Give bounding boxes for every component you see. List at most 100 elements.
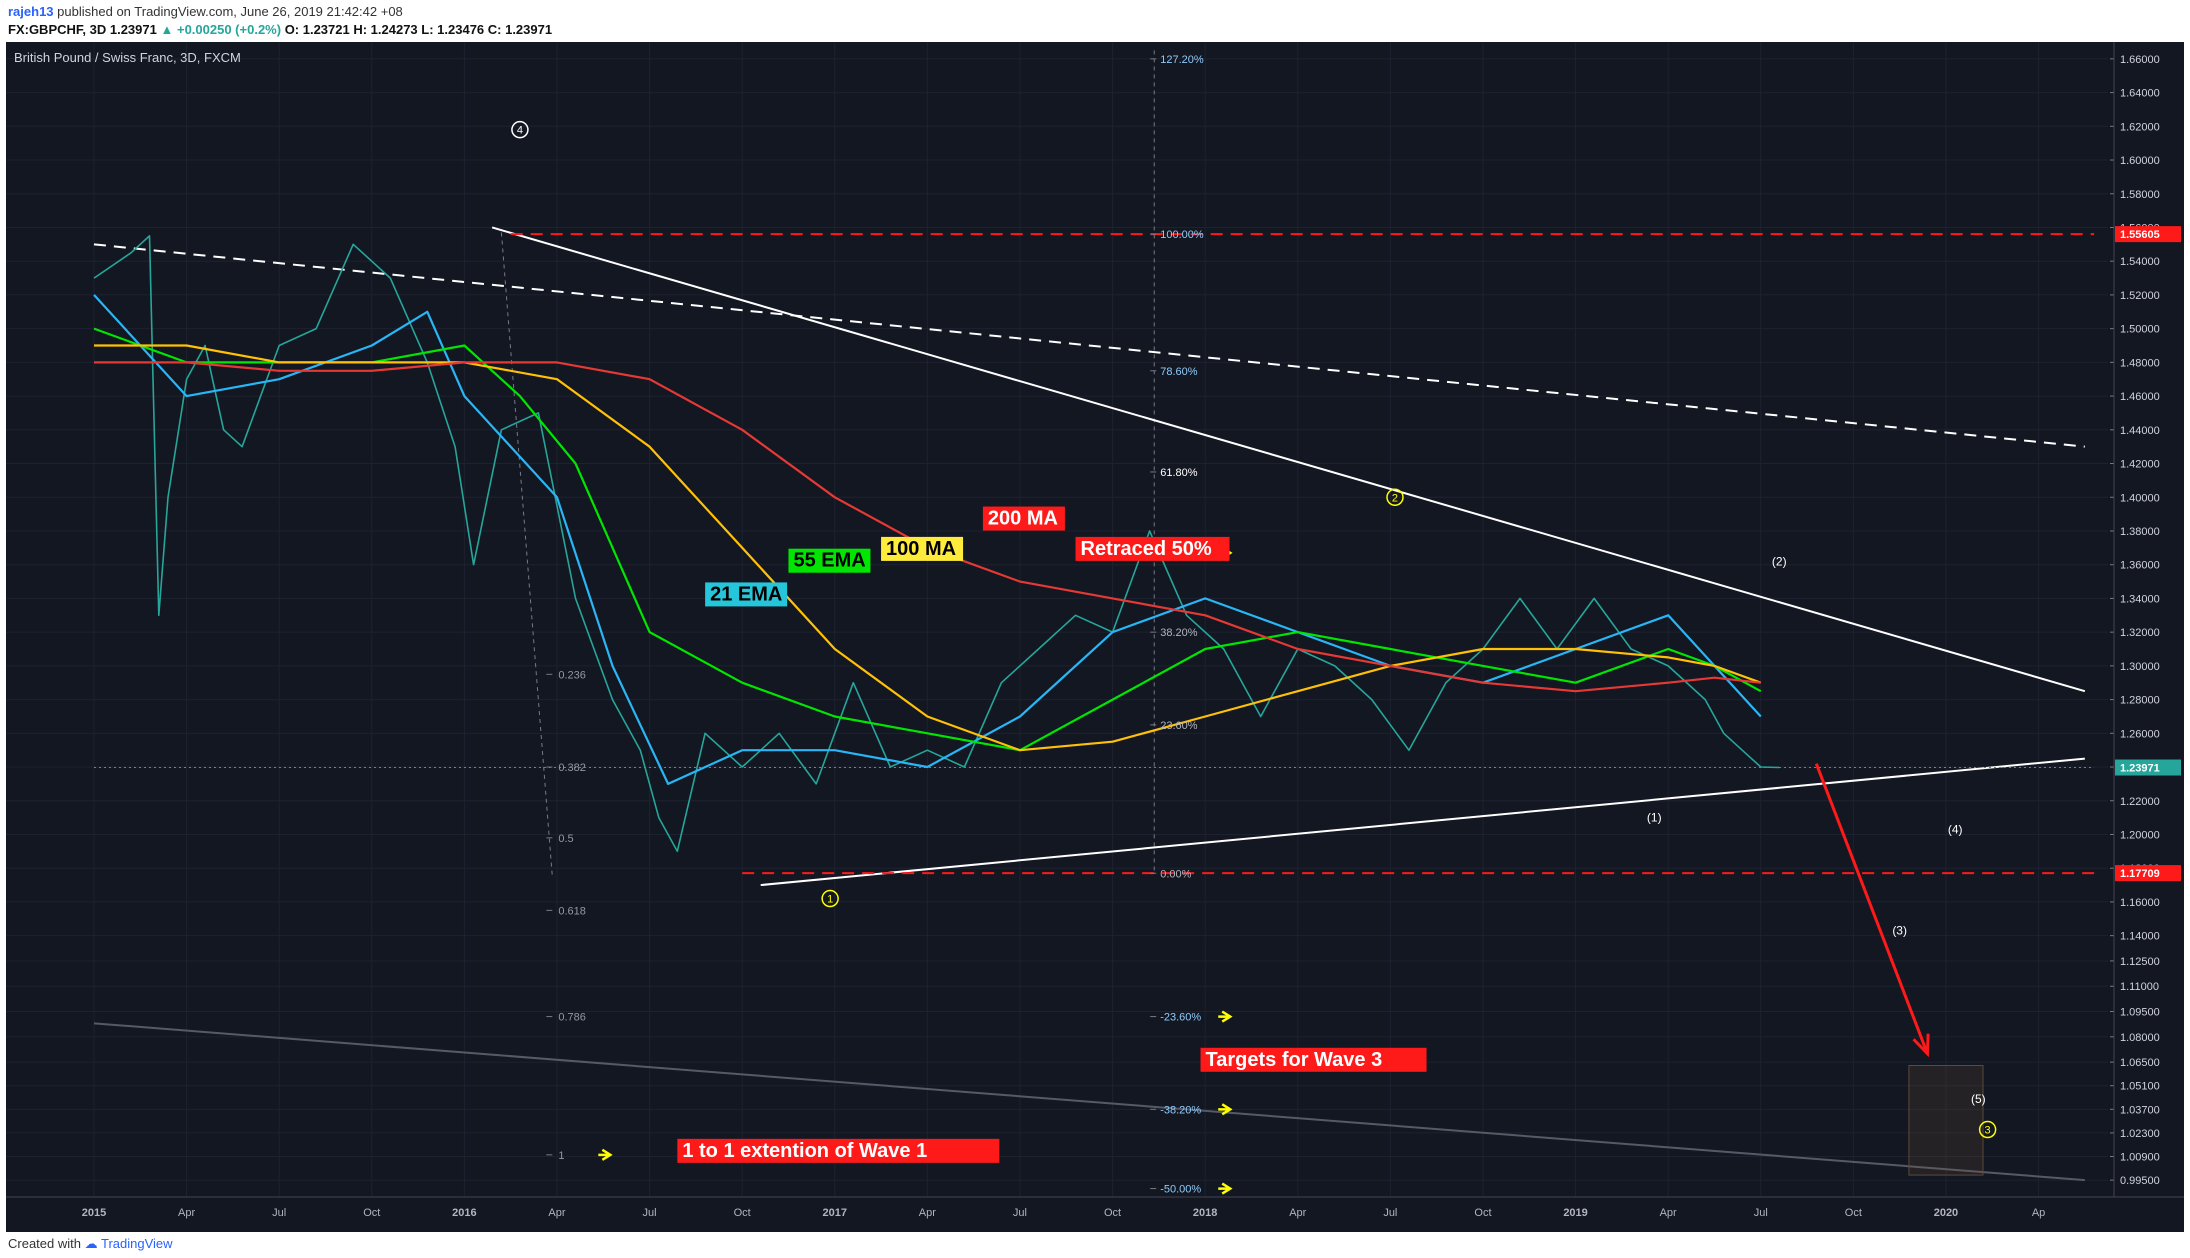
x-tick-label: 2016 [452,1207,476,1219]
y-tick-label: 1.54000 [2120,256,2160,268]
x-tick-label: Ap [2032,1207,2045,1219]
x-tick-label: Apr [178,1207,195,1219]
fib-level-label: 127.20% [1160,54,1204,66]
y-tick-label: 1.52000 [2120,290,2160,302]
y-tick-label: 1.50000 [2120,324,2160,336]
y-tick-label: 1.12500 [2120,956,2160,968]
x-tick-label: Oct [1104,1207,1121,1219]
y-tick-label: 1.36000 [2120,560,2160,572]
wave-circle-icon [1978,1120,1997,1139]
ohlc-values: O: 1.23721 H: 1.24273 L: 1.23476 C: 1.23… [284,22,553,37]
y-tick-label: 1.11000 [2120,981,2159,993]
fib-level-label: -38.20% [1160,1104,1201,1116]
x-tick-label: Apr [1660,1207,1677,1219]
trendline [491,226,2086,693]
yellow-arrow-icon [1218,1182,1233,1195]
y-tick-label: 0.99500 [2120,1175,2160,1187]
y-tick-label: 1.44000 [2120,425,2160,437]
y-tick-label: 1.30000 [2120,661,2160,673]
annotation-box [788,548,871,573]
fib-level-label: 78.60% [1160,366,1198,378]
x-tick-label: Oct [1474,1207,1491,1219]
fib-level-label: 38.20% [1160,627,1198,639]
yellow-arrow-icon [1218,1103,1233,1116]
arrow-head-icon [1912,1033,1930,1058]
annotation-box [677,1138,1000,1163]
x-tick-label: Oct [363,1207,380,1219]
series-line-55-ema [93,327,1762,752]
author-name[interactable]: rajeh13 [8,4,54,19]
y-tick-label: 1.20000 [2120,829,2160,841]
chart-area[interactable]: 127.20%100.00%78.60%61.80%50.00%38.20%23… [6,42,2184,1232]
series-line-21-ema [93,294,1762,786]
x-tick-label: Jul [272,1207,286,1219]
x-tick-label: Jul [643,1207,657,1219]
trendline [93,243,2085,448]
fib-level-label: 0.5 [558,833,573,845]
fib-level-label: 61.80% [1160,467,1198,479]
fib-level-label: 23.60% [1160,720,1198,732]
wave-circle-icon [1386,488,1404,507]
series-line-200-ma [94,361,1761,693]
y-tick-label: 1.46000 [2120,391,2160,403]
x-tick-label: Apr [1289,1207,1306,1219]
projection-arrow [1814,763,1929,1055]
wave-label: (1) [1647,811,1662,825]
fib-level-label: 0.236 [558,669,586,681]
y-tick-label: 1.42000 [2120,459,2160,471]
wave-label: (5) [1971,1092,1986,1106]
y-tick-label: 1.48000 [2120,357,2160,369]
y-tick-label: 1.62000 [2120,121,2160,133]
x-tick-label: Oct [1845,1207,1862,1219]
series-line-100-ma [94,344,1762,752]
y-tick-label: 1.16000 [2120,897,2160,909]
yellow-arrow-icon [1218,1010,1233,1023]
fib-level-label: -50.00% [1160,1184,1201,1196]
fib-level-label: 0.618 [558,905,586,917]
annotation-box [705,582,788,607]
price-badge-label: 1.17709 [2120,868,2160,880]
y-tick-label: 1.00900 [2120,1152,2160,1164]
wave-circle-icon [511,120,529,139]
annotation-box [881,536,964,561]
x-tick-label: 2015 [82,1207,106,1219]
symbol-line: FX:GBPCHF, 3D [8,22,107,37]
price-change: +0.00250 (+0.2%) [176,22,282,37]
x-tick-label: Jul [1383,1207,1397,1219]
trendline [93,1022,2085,1182]
x-tick-label: 2017 [823,1207,847,1219]
price-badge [2115,759,2181,776]
y-tick-label: 1.28000 [2120,695,2160,707]
fib-level-label: 0.382 [558,762,586,774]
annotation-label: 100 MA [886,538,956,560]
published-text: published on TradingView.com, June 26, 2… [57,4,403,19]
chart-title: British Pound / Swiss Franc, 3D, FXCM [14,50,241,65]
wave-label: 2 [1392,492,1398,504]
y-tick-label: 1.09500 [2120,1007,2160,1019]
y-tick-label: 1.40000 [2120,492,2160,504]
wave-label: 1 [827,894,833,906]
fib-retracement-diagonal [500,232,553,877]
y-tick-label: 1.03700 [2120,1104,2160,1116]
x-tick-label: Jul [1754,1207,1768,1219]
y-tick-label: 1.22000 [2120,796,2160,808]
y-tick-label: 1.34000 [2120,593,2160,605]
price-badge [2115,865,2181,882]
x-tick-label: Apr [919,1207,936,1219]
y-tick-label: 1.58000 [2120,189,2160,201]
footer: Created with ☁ TradingView [8,1236,173,1252]
annotation-label: Retraced 50% [1081,538,1212,560]
y-tick-label: 1.14000 [2120,931,2160,943]
fib-level-label: 0.786 [558,1012,586,1024]
wave-circle-icon [821,889,839,908]
price-chart[interactable]: 127.20%100.00%78.60%61.80%50.00%38.20%23… [6,42,2184,1232]
y-tick-label: 1.06500 [2120,1057,2160,1069]
wave-label: (4) [1948,822,1963,836]
annotation-box [1075,536,1230,561]
fib-level-label: 1 [558,1150,564,1162]
fib-level-label: 100.00% [1160,229,1204,241]
x-tick-label: Oct [734,1207,751,1219]
y-tick-label: 1.32000 [2120,627,2160,639]
tradingview-brand[interactable]: TradingView [101,1236,173,1251]
created-with-text: Created with [8,1236,81,1251]
